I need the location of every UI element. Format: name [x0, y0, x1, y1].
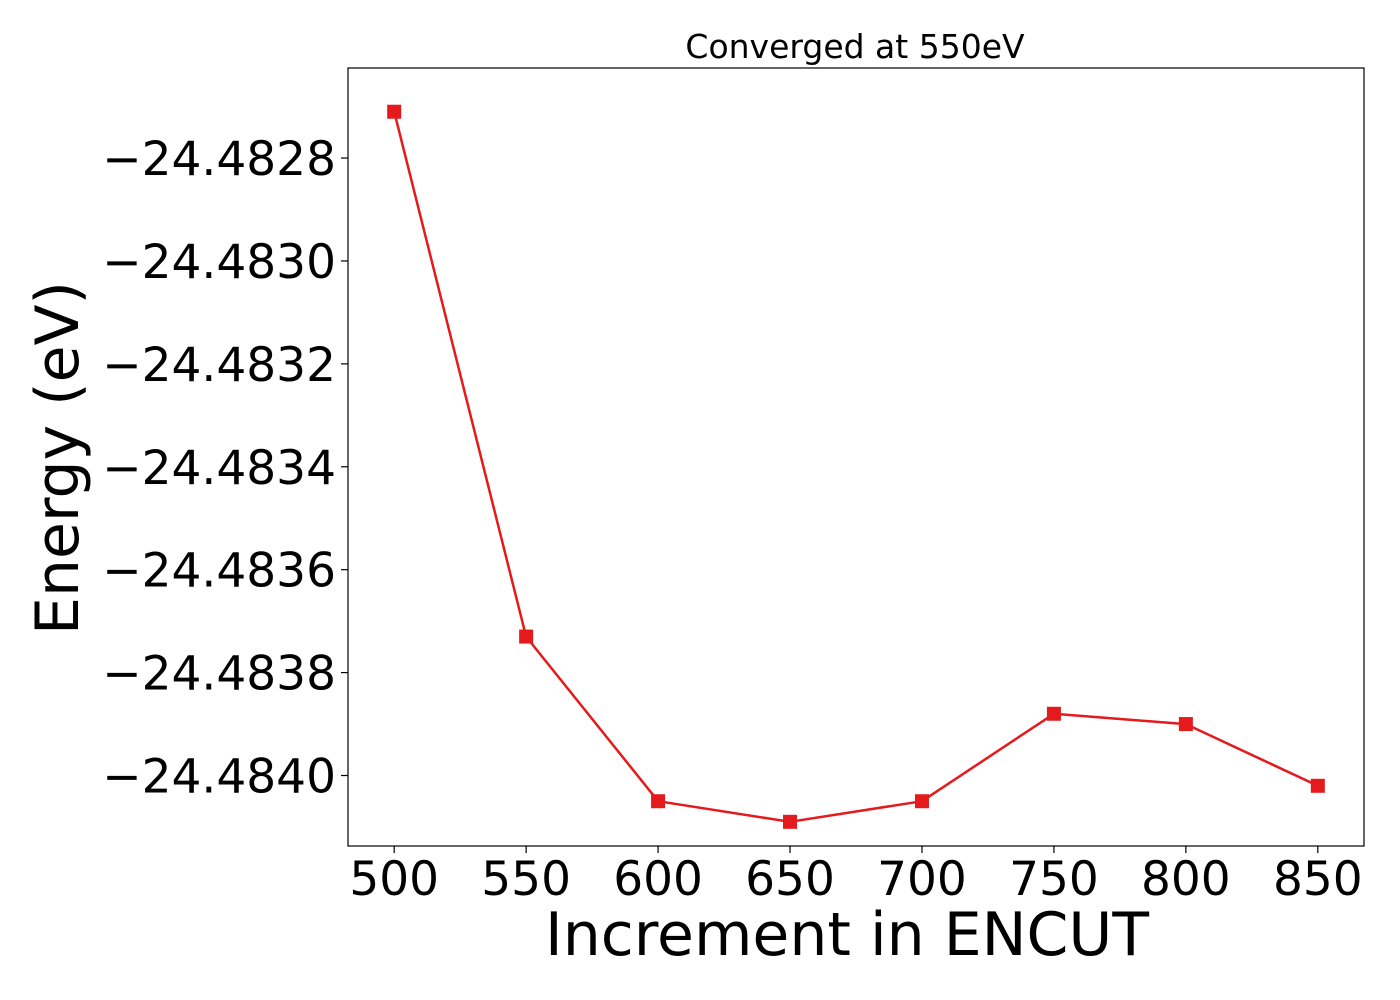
x-tick-label: 650 [745, 852, 835, 907]
data-point-marker [1310, 778, 1325, 793]
plot-frame [347, 67, 1365, 847]
y-tick-label: −24.4840 [102, 750, 336, 805]
y-tick-label: −24.4832 [102, 338, 336, 393]
y-tick-label: −24.4830 [102, 235, 336, 290]
x-tick-label: 800 [1141, 852, 1231, 907]
data-point-marker [651, 794, 666, 809]
chart-title: Converged at 550eV [685, 27, 1025, 66]
data-point-marker [1046, 706, 1061, 721]
data-point-marker [1178, 717, 1193, 732]
y-tick-label: −24.4834 [102, 441, 336, 496]
y-tick-label: −24.4828 [102, 132, 336, 187]
x-tick-label: 750 [1009, 852, 1099, 907]
data-point-marker [387, 104, 402, 119]
y-tick-label: −24.4838 [102, 647, 336, 702]
x-axis: 500 550 600 650 700 750 800 850 [349, 846, 1363, 907]
y-axis-label: Energy (eV) [23, 281, 93, 635]
x-tick-label: 850 [1273, 852, 1363, 907]
y-axis: −24.4828 −24.4830 −24.4832 −24.4834 −24.4836… [102, 132, 348, 805]
x-axis-label: Increment in ENCUT [545, 900, 1149, 970]
x-tick-label: 500 [349, 852, 439, 907]
series-line [392, 111, 1319, 824]
x-tick-label: 700 [877, 852, 967, 907]
x-tick-label: 550 [481, 852, 571, 907]
x-tick-label: 600 [613, 852, 703, 907]
data-point-marker [783, 814, 798, 829]
data-point-marker [914, 794, 929, 809]
series-layer [387, 104, 1325, 829]
y-tick-label: −24.4836 [102, 544, 336, 599]
data-point-marker [519, 629, 534, 644]
